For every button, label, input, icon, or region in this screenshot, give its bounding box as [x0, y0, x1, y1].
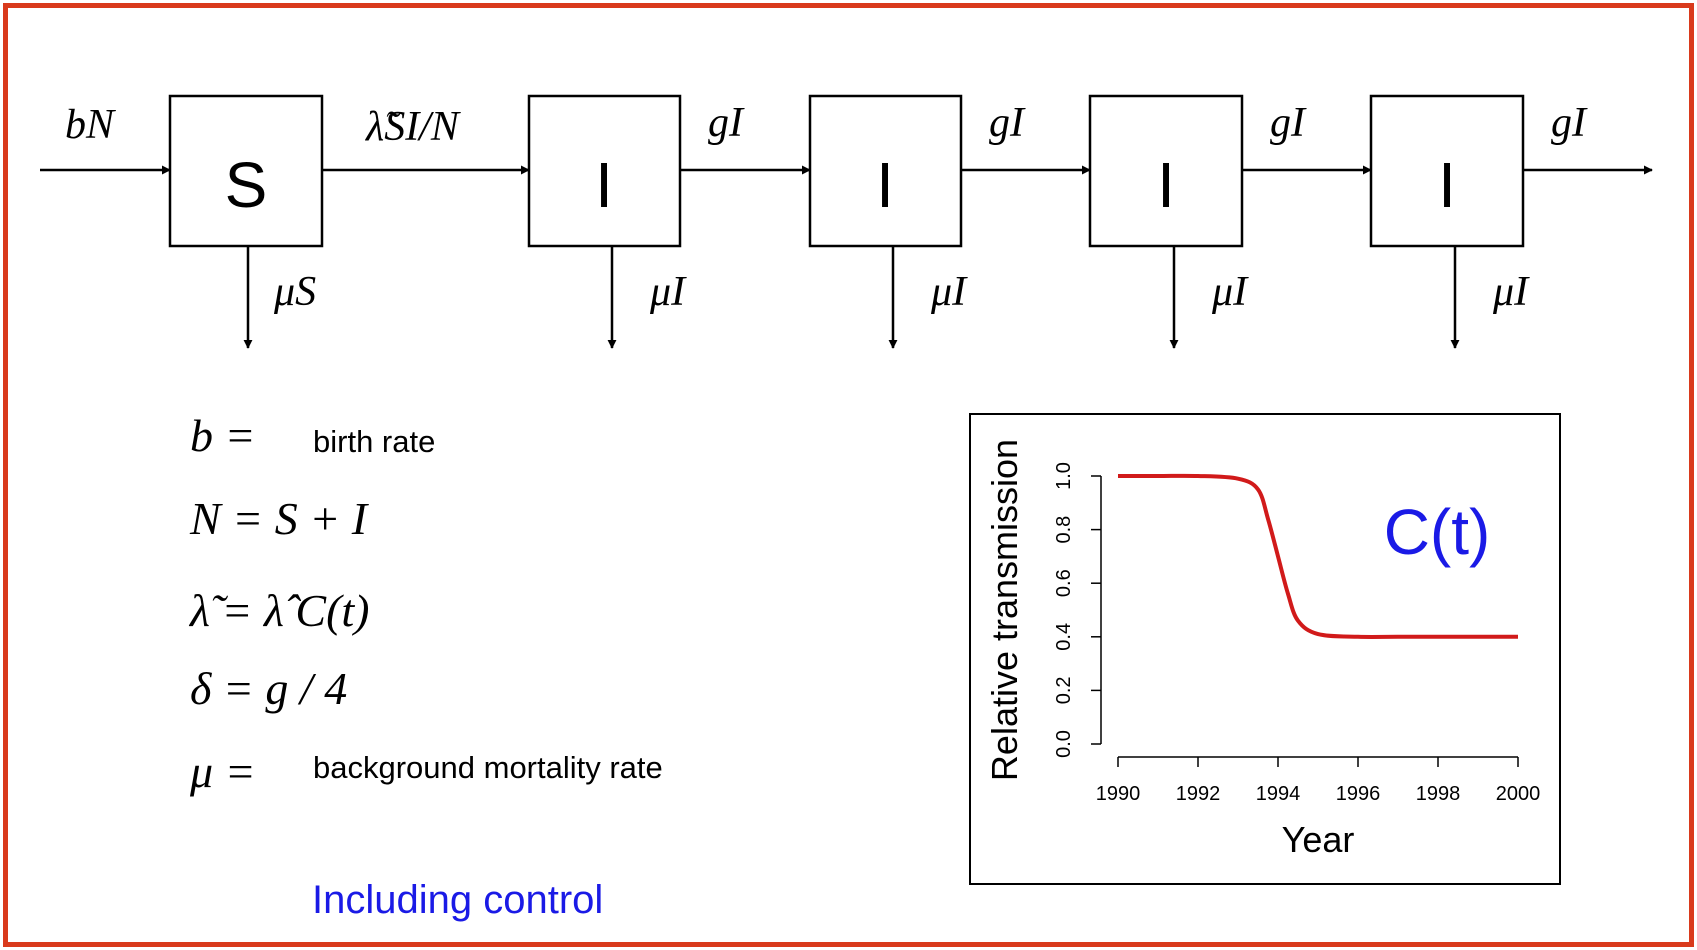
legend-symbol-b: b =: [190, 410, 256, 461]
y-tick-label: 0.8: [1053, 516, 1075, 544]
progression-label-4: gI: [1551, 100, 1588, 146]
x-tick-label: 1998: [1416, 783, 1461, 805]
mortality-label-i4: μI: [1492, 269, 1530, 315]
x-tick-label: 1996: [1336, 783, 1381, 805]
progression-label-3: gI: [1270, 100, 1307, 146]
x-ticks: 1990 1992 1994 1996 1998 2000: [1096, 757, 1541, 805]
mortality-label-i3: μI: [1211, 269, 1249, 315]
compartment-i2: I: [808, 94, 963, 248]
infection-label: λ̃SI/N: [364, 104, 461, 150]
x-axis-label: Year: [1282, 819, 1355, 860]
curve-annotation: C(t): [1384, 496, 1491, 568]
compartment-i3: I: [1088, 94, 1244, 248]
y-ticks: 0.0 0.2 0.4 0.6 0.8 1.0: [1053, 462, 1101, 758]
slide-frame: [3, 3, 1694, 947]
control-chart: 0.0 0.2 0.4 0.6 0.8 1.0 1990 1992 1994 1996 1998 2…: [969, 413, 1561, 885]
x-tick-label: 1994: [1256, 783, 1301, 805]
compartment-i1: I: [527, 94, 682, 248]
progression-label-2: gI: [989, 100, 1026, 146]
compartment-label: I: [1157, 149, 1175, 221]
chart-box: [969, 413, 1561, 885]
y-tick-label: 0.6: [1053, 569, 1075, 597]
legend-symbol-mu: μ =: [189, 746, 256, 797]
y-tick-label: 0.0: [1053, 730, 1075, 758]
y-tick-label: 0.4: [1053, 623, 1075, 651]
mortality-label-i1: μI: [649, 269, 687, 315]
compartment-label: I: [595, 149, 613, 221]
legend-text-mu: background mortality rate: [313, 750, 663, 785]
y-tick-label: 1.0: [1053, 462, 1075, 490]
compartment-label: S: [225, 149, 268, 221]
footer-caption: Including control: [312, 878, 603, 922]
legend: b = birth rate N = S + I λ̃ = λ̂ C(t) δ …: [188, 410, 663, 797]
transmission-curve: [1117, 473, 1518, 639]
mortality-label-s: μS: [273, 269, 316, 315]
inflow-label: bN: [65, 102, 116, 148]
compartment-label: I: [876, 149, 894, 221]
y-tick-label: 0.2: [1053, 676, 1075, 704]
legend-text-b: birth rate: [313, 424, 435, 459]
y-axis-label: Relative transmission: [984, 439, 1025, 781]
x-tick-label: 1992: [1176, 783, 1221, 805]
compartment-i4: I: [1369, 94, 1525, 248]
legend-symbol-delta: δ = g / 4: [190, 663, 347, 714]
x-tick-label: 2000: [1496, 783, 1541, 805]
x-tick-label: 1990: [1096, 783, 1141, 805]
compartment-label: I: [1438, 149, 1456, 221]
progression-label-1: gI: [708, 100, 745, 146]
compartment-s: S: [168, 94, 324, 248]
legend-symbol-n: N = S + I: [189, 493, 370, 544]
mortality-label-i2: μI: [930, 269, 968, 315]
legend-symbol-lambda: λ̃ = λ̂ C(t): [188, 585, 370, 636]
